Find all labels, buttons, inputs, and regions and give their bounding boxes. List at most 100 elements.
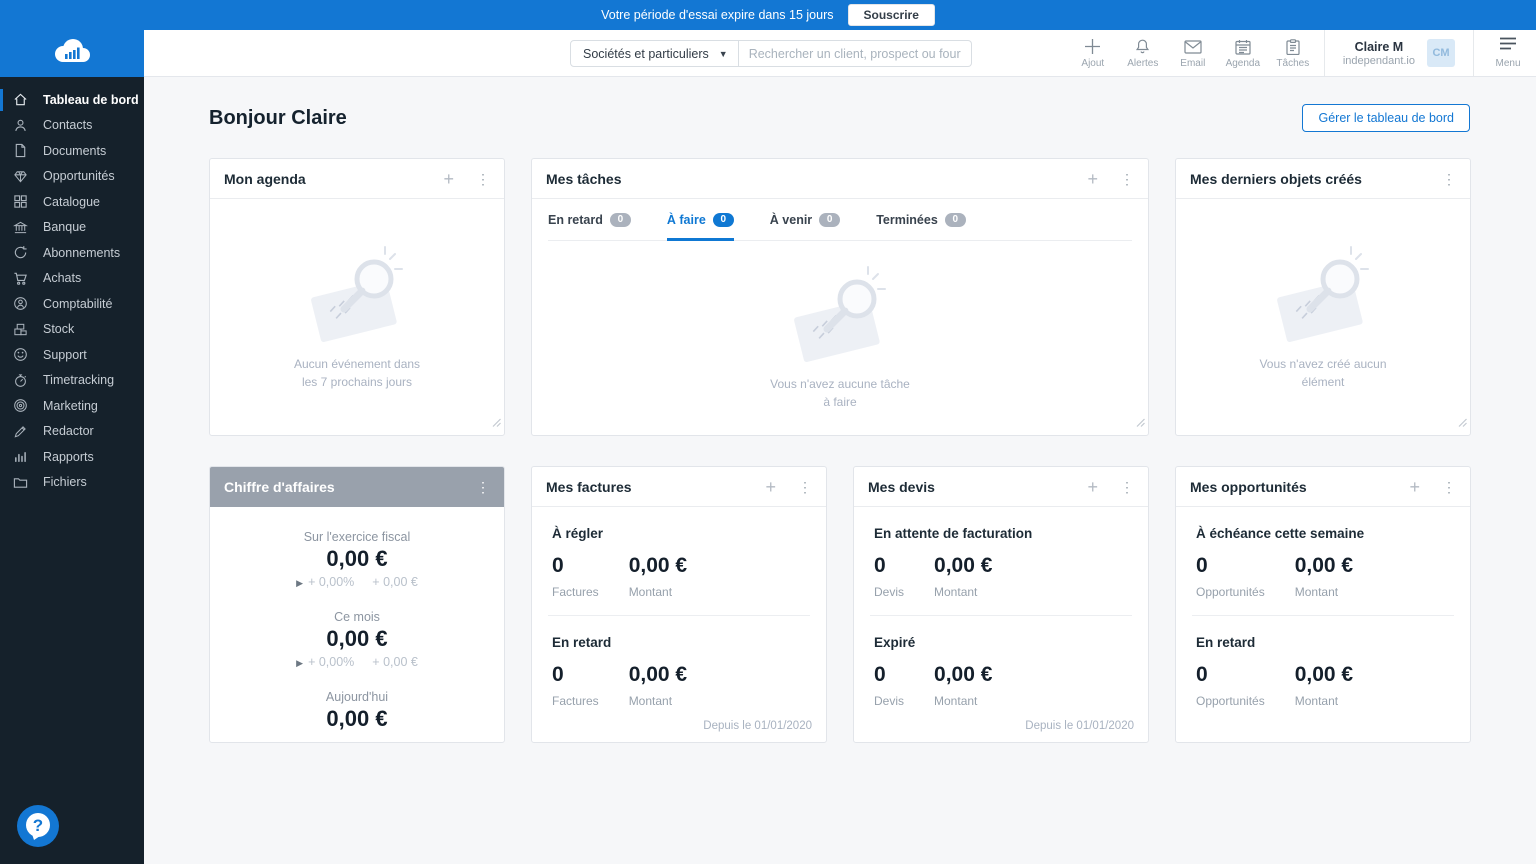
sidebar-item-label: Rapports [43,450,94,464]
card-chiffre-affaires: Chiffre d'affaires ⋮ Sur l'exercice fisc… [209,466,505,743]
resize-handle[interactable] [1136,414,1145,432]
kebab-menu-icon[interactable]: ⋮ [1442,172,1456,186]
card-mes-opportunites: Mes opportunités + ⋮ À échéance cette se… [1175,466,1471,743]
sidebar-item-catalogue[interactable]: Catalogue [0,189,144,215]
tab-terminees[interactable]: Terminées 0 [876,199,966,240]
sidebar-item-marketing[interactable]: Marketing [0,393,144,419]
kebab-menu-icon[interactable]: ⋮ [476,480,490,494]
card-title: Chiffre d'affaires [224,479,476,495]
sidebar-item-banque[interactable]: Banque [0,215,144,241]
triangle-right-icon: ▶ [296,578,303,588]
header-action-taches[interactable]: Tâches [1268,38,1318,69]
kebab-menu-icon[interactable]: ⋮ [476,172,490,186]
header-action-alertes[interactable]: Alertes [1118,38,1168,69]
search-scope-select[interactable]: Sociétés et particuliers ▼ [570,40,739,67]
card-title: Mes devis [868,479,1087,495]
plus-icon[interactable]: + [1087,478,1098,496]
search-input[interactable] [739,40,972,67]
help-button[interactable]: ? [15,803,61,849]
person-icon [12,117,28,133]
plus-icon[interactable]: + [1087,170,1098,188]
kebab-menu-icon[interactable]: ⋮ [1120,172,1134,186]
agenda-empty-state: Aucun événement dans les 7 prochains jou… [210,199,504,436]
kebab-menu-icon[interactable]: ⋮ [1120,480,1134,494]
sidebar-item-label: Timetracking [43,373,114,387]
user-menu[interactable]: Claire M independant.io [1331,40,1427,67]
top-header: Sociétés et particuliers ▼ Ajout Alertes… [144,30,1536,77]
sidebar-item-timetracking[interactable]: Timetracking [0,368,144,394]
question-bubble-icon: ? [15,837,61,852]
tab-a-venir[interactable]: À venir 0 [770,199,840,240]
sidebar-item-abonnements[interactable]: Abonnements [0,240,144,266]
revenue-this-month: Ce mois 0,00 € ▶+ 0,00%+ 0,00 € [210,610,504,669]
boxes-icon [12,321,28,337]
calendar-icon [1235,38,1251,56]
header-action-ajout[interactable]: Ajout [1068,38,1118,69]
sidebar-item-label: Redactor [43,424,94,438]
card-derniers-objets: Mes derniers objets créés ⋮ Vous [1175,158,1471,436]
kebab-menu-icon[interactable]: ⋮ [798,480,812,494]
subscribe-button[interactable]: Souscrire [848,4,935,26]
pencil-icon [12,423,28,439]
chevron-down-icon: ▼ [719,49,728,59]
sidebar-item-contacts[interactable]: Contacts [0,113,144,139]
header-action-email[interactable]: Email [1168,38,1218,69]
bell-icon [1134,38,1151,56]
header-divider [1324,30,1325,76]
folder-icon [12,474,28,490]
sidebar-item-redactor[interactable]: Redactor [0,419,144,445]
card-mes-devis: Mes devis + ⋮ En attente de facturation … [853,466,1149,743]
since-date-label: Depuis le 01/01/2020 [1025,720,1134,732]
sidebar: Tableau de bord Contacts Documents Oppor… [0,77,144,864]
avatar[interactable]: CM [1427,39,1455,67]
sidebar-item-label: Marketing [43,399,98,413]
sidebar-item-comptabilite[interactable]: Comptabilité [0,291,144,317]
sidebar-item-label: Documents [43,144,106,158]
invoices-late: En retard 0 Factures 0,00 € Montant [532,616,826,724]
manage-dashboard-button[interactable]: Gérer le tableau de bord [1302,104,1470,132]
plus-icon[interactable]: + [1409,478,1420,496]
quotes-awaiting: En attente de facturation 0 Devis 0,00 €… [854,507,1148,615]
tasks-tabs: En retard 0 À faire 0 À venir 0 Terminée… [548,199,1132,241]
recent-empty-state: Vous n'avez créé aucun élément [1176,199,1470,436]
sidebar-item-tableau-de-bord[interactable]: Tableau de bord [0,87,144,113]
header-action-agenda[interactable]: Agenda [1218,38,1268,69]
empty-text: Aucun événement dans les 7 prochains jou… [294,355,420,391]
resize-handle[interactable] [492,414,501,432]
trial-banner: Votre période d'essai expire dans 15 jou… [0,0,1536,30]
card-title: Mes derniers objets créés [1190,171,1442,187]
triangle-right-icon: ▶ [296,658,303,668]
plus-icon[interactable]: + [765,478,776,496]
sidebar-item-fichiers[interactable]: Fichiers [0,470,144,496]
page-title: Bonjour Claire [209,107,347,130]
header-menu-button[interactable]: Menu [1480,37,1536,69]
cloud-bar-chart-icon [51,36,93,69]
tab-en-retard[interactable]: En retard 0 [548,199,631,240]
svg-text:?: ? [33,816,43,835]
kebab-menu-icon[interactable]: ⋮ [1442,480,1456,494]
cart-icon [12,270,28,286]
resize-handle[interactable] [1458,414,1467,432]
sidebar-item-achats[interactable]: Achats [0,266,144,292]
sidebar-item-stock[interactable]: Stock [0,317,144,343]
tab-a-faire[interactable]: À faire 0 [667,199,734,240]
sidebar-item-label: Opportunités [43,169,115,183]
stopwatch-icon [12,372,28,388]
plus-icon[interactable]: + [443,170,454,188]
sidebar-item-opportunites[interactable]: Opportunités [0,164,144,190]
card-title: Mon agenda [224,171,443,187]
sidebar-item-documents[interactable]: Documents [0,138,144,164]
smiley-icon [12,347,28,363]
sidebar-item-rapports[interactable]: Rapports [0,444,144,470]
count-badge: 0 [610,213,631,227]
count-badge: 0 [945,213,966,227]
empty-text: Vous n'avez aucune tâche à faire [770,375,910,411]
person-circle-icon [12,296,28,312]
quotes-expired: Expiré 0 Devis 0,00 € Montant [854,616,1148,724]
card-title: Mes opportunités [1190,479,1409,495]
global-search: Sociétés et particuliers ▼ [570,40,972,67]
sidebar-item-support[interactable]: Support [0,342,144,368]
tasks-empty-state: Vous n'avez aucune tâche à faire [532,241,1148,434]
sidebar-item-label: Banque [43,220,86,234]
card-mes-taches: Mes tâches + ⋮ En retard 0 À faire 0 À v… [531,158,1149,436]
